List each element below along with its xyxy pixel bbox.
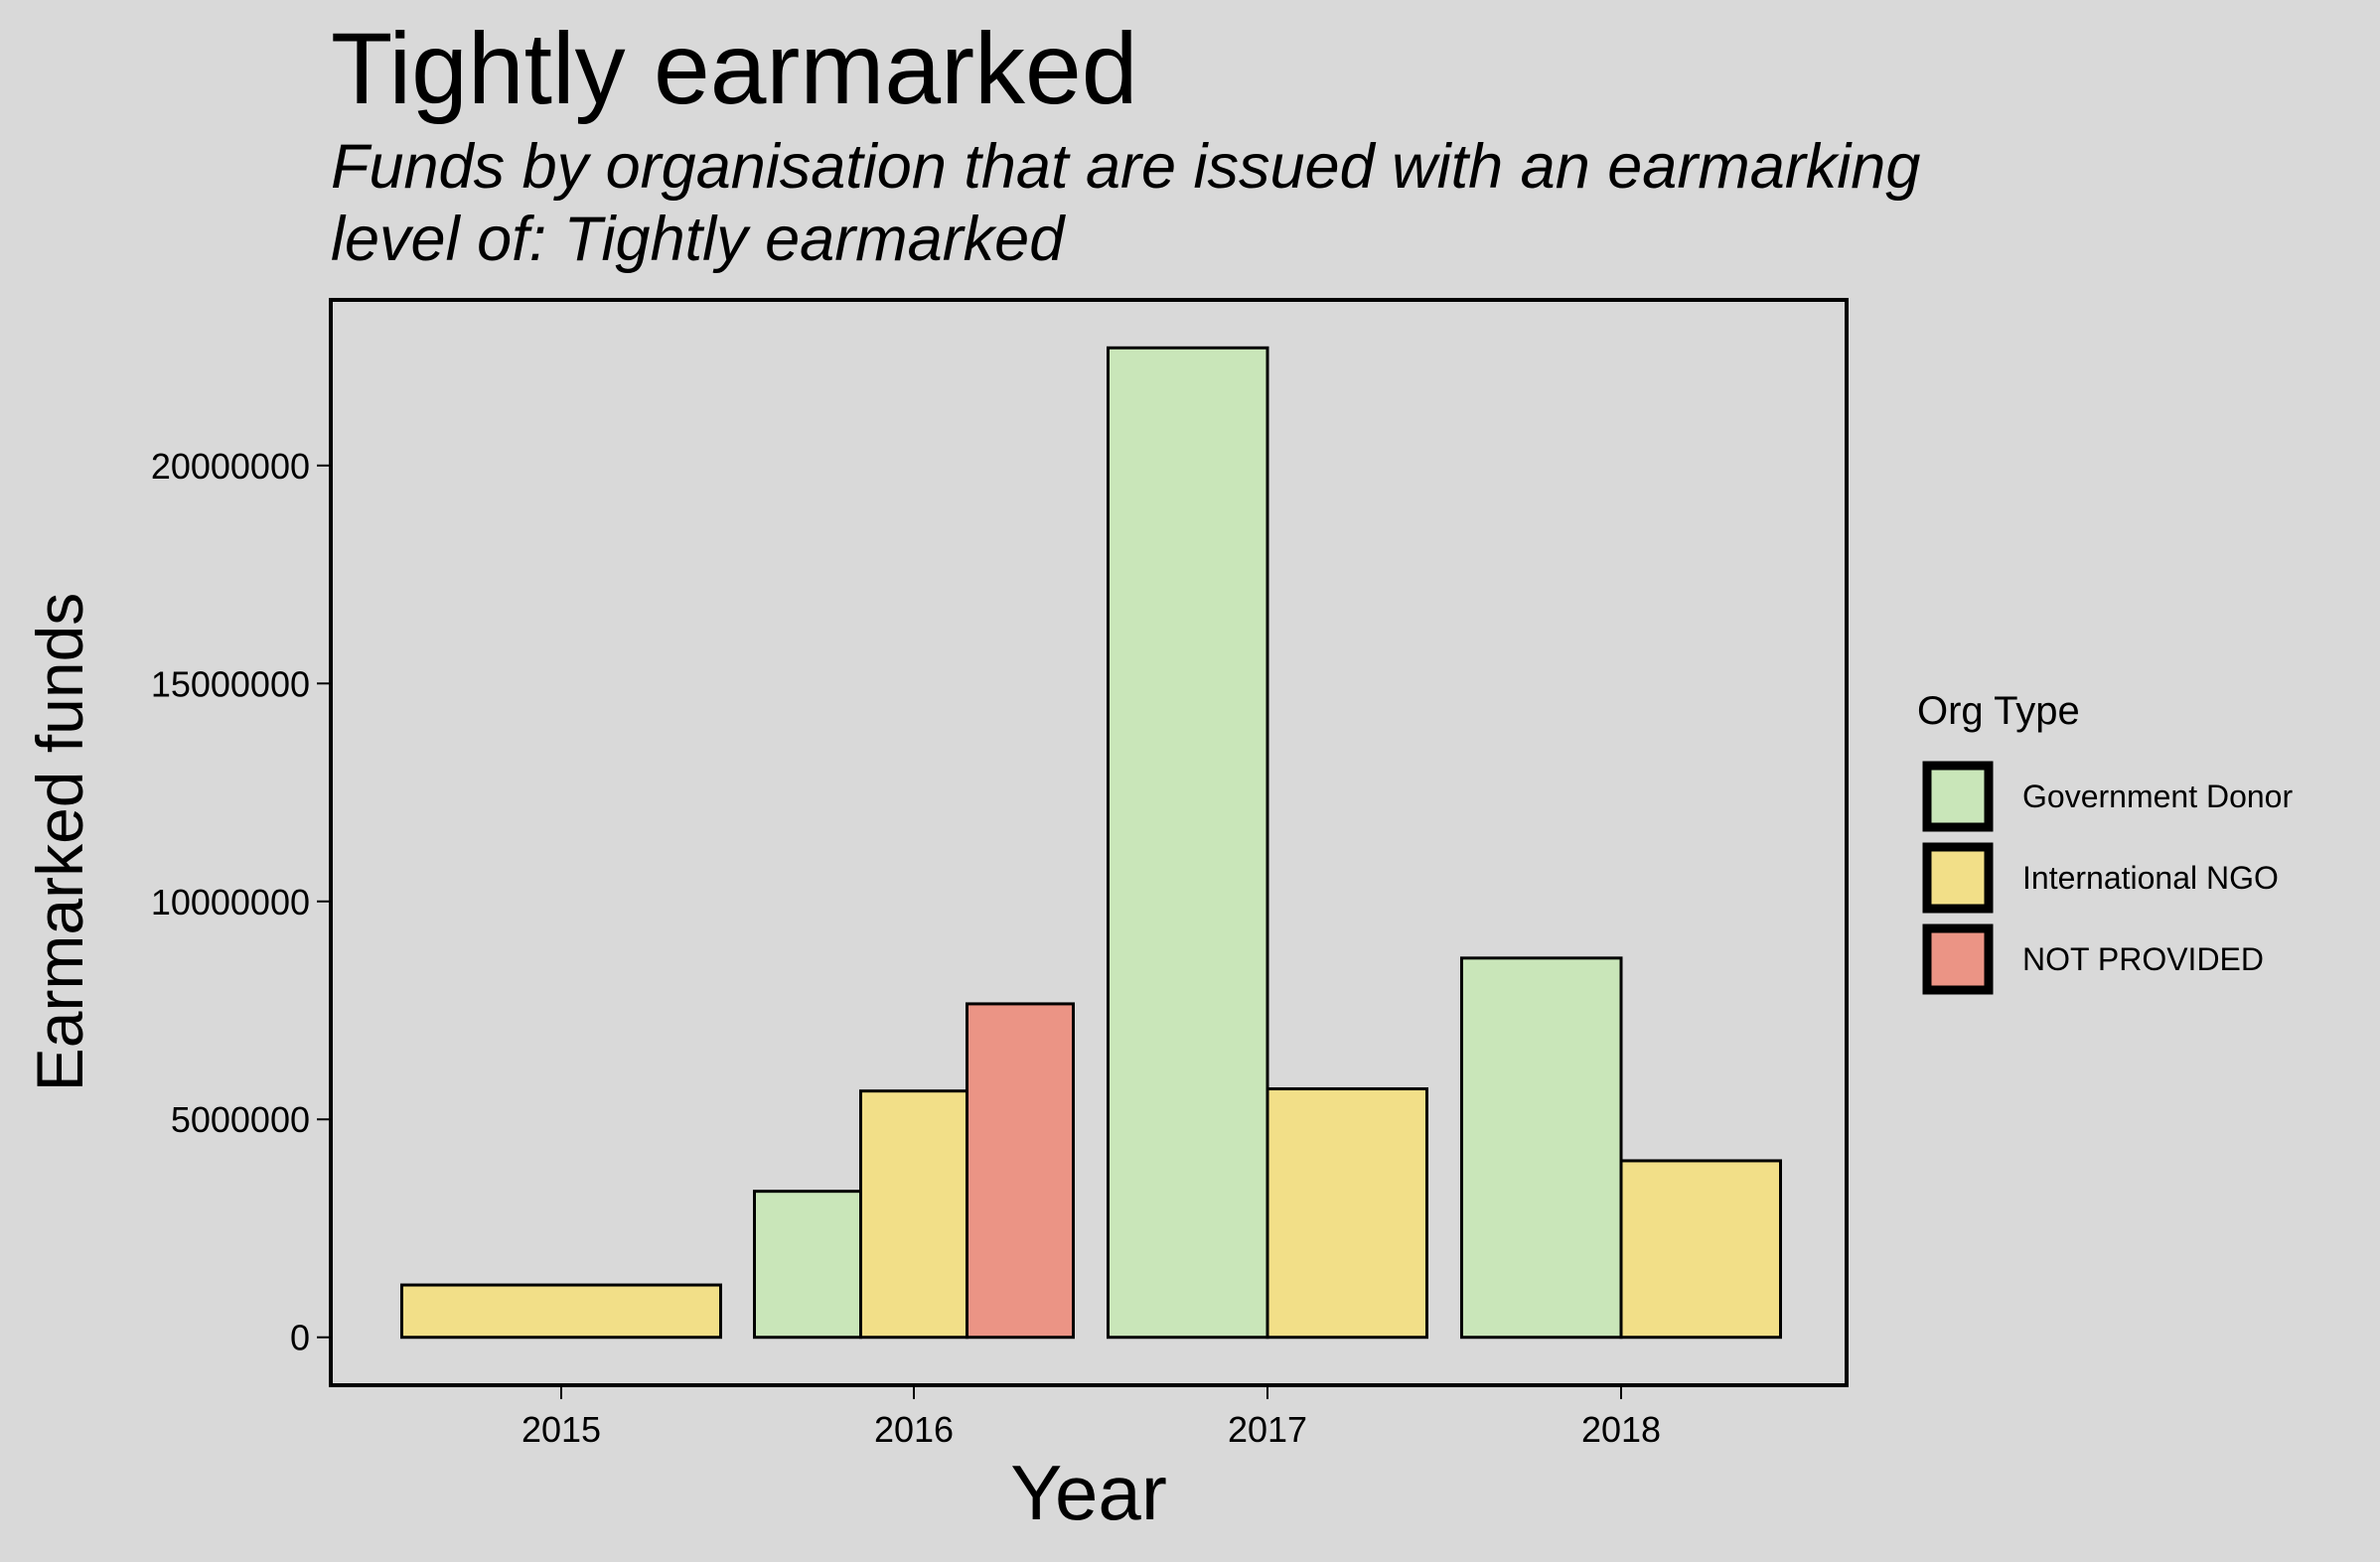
legend-label: International NGO bbox=[2022, 860, 2279, 896]
x-axis-label: Year bbox=[1010, 1449, 1167, 1536]
bar-2016-not-provided bbox=[966, 1002, 1075, 1340]
bar-2018-international-ngo bbox=[1619, 1159, 1782, 1340]
x-tick-label: 2016 bbox=[874, 1409, 954, 1450]
bar-2017-international-ngo bbox=[1265, 1087, 1428, 1340]
y-tick-label: 0 bbox=[290, 1318, 310, 1358]
chart-subtitle-line-1: Funds by organisation that are issued wi… bbox=[331, 132, 1920, 202]
y-tick-label: 15000000 bbox=[151, 663, 310, 704]
legend: Org Type Government Donor International N… bbox=[1917, 689, 2293, 995]
bars-group bbox=[400, 346, 1782, 1340]
bar-2017-government-donor bbox=[1107, 346, 1269, 1340]
bar-2018-government-donor bbox=[1460, 956, 1623, 1340]
legend-key-not-provided bbox=[1922, 923, 1994, 995]
bar-2016-government-donor bbox=[753, 1190, 862, 1340]
legend-label: Government Donor bbox=[2022, 779, 2293, 814]
legend-title: Org Type bbox=[1917, 689, 2080, 733]
x-tick-label: 2015 bbox=[521, 1409, 601, 1450]
y-tick-label: 20000000 bbox=[151, 446, 310, 487]
x-tick-label: 2018 bbox=[1581, 1409, 1661, 1450]
plot-frame bbox=[329, 298, 1849, 1387]
chart-subtitle-line-2: level of: Tightly earmarked bbox=[331, 205, 1066, 274]
chart-title: Tightly earmarked bbox=[331, 12, 1138, 125]
x-axis: 2015 2016 2017 2018 bbox=[521, 1385, 1661, 1450]
y-axis: 0 5000000 10000000 15000000 20000000 bbox=[151, 446, 331, 1358]
y-tick-label: 5000000 bbox=[171, 1099, 310, 1140]
legend-key-international-ngo bbox=[1922, 842, 1994, 914]
legend-items: Government Donor International NGO NOT PRO… bbox=[1922, 761, 2293, 995]
legend-label: NOT PROVIDED bbox=[2022, 941, 2264, 977]
bar-2016-international-ngo bbox=[859, 1089, 968, 1340]
x-tick-label: 2017 bbox=[1228, 1409, 1307, 1450]
legend-key-government-donor bbox=[1922, 761, 1994, 832]
y-axis-label: Earmarked funds bbox=[23, 593, 96, 1092]
y-tick-label: 10000000 bbox=[151, 882, 310, 923]
bar-2015-international-ngo bbox=[400, 1283, 722, 1340]
